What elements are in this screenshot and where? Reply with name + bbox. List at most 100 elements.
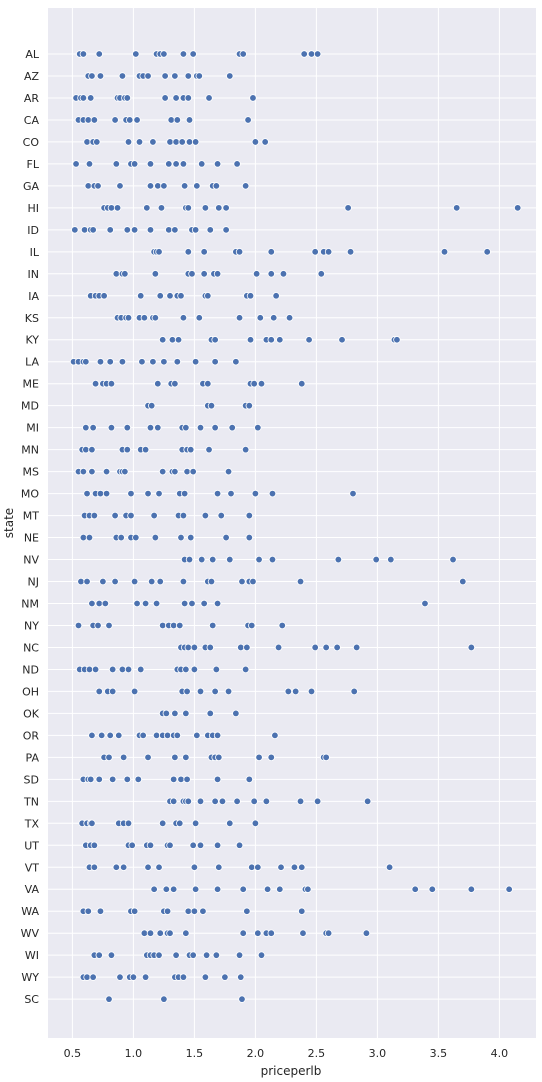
data-point (188, 599, 196, 608)
y-tick-label: IA (28, 290, 39, 303)
data-point (107, 204, 116, 212)
data-point (132, 533, 140, 542)
data-point (324, 929, 333, 937)
y-tick-labels: AL AZ AR CA CO FL GA HI ID IL IN IA KS KY LA ME MD MI MN MS… (21, 48, 40, 1006)
data-point (215, 863, 223, 871)
data-point (257, 380, 266, 388)
data-point (184, 797, 192, 806)
data-point (130, 160, 139, 168)
data-point (111, 511, 119, 520)
x-tick-label: 4.0 (491, 1047, 509, 1060)
data-point (172, 138, 180, 146)
x-tick-label: 3.0 (369, 1047, 387, 1060)
data-point (160, 995, 168, 1003)
data-point (155, 489, 163, 498)
y-tick-label: IL (30, 246, 40, 259)
data-point (235, 248, 244, 256)
y-tick-label: NY (24, 619, 39, 632)
data-point (235, 841, 244, 849)
data-point (249, 94, 257, 102)
y-tick-label: FL (27, 158, 40, 171)
data-point (171, 467, 179, 476)
data-point (91, 665, 100, 674)
data-point (82, 423, 90, 432)
data-point (196, 797, 205, 806)
data-point (161, 94, 169, 102)
data-point (241, 665, 250, 674)
data-point (271, 731, 279, 740)
data-point (150, 511, 158, 520)
data-point (387, 555, 395, 564)
y-axis-label: state (2, 508, 16, 538)
data-point (140, 314, 149, 322)
data-point (211, 423, 219, 432)
data-point (191, 819, 200, 827)
data-point (84, 116, 92, 124)
data-point (90, 116, 99, 124)
data-point (237, 973, 245, 981)
data-point (182, 709, 190, 718)
data-point (158, 621, 167, 630)
data-point (178, 138, 186, 146)
data-point (83, 138, 91, 146)
data-point (151, 314, 160, 322)
y-tick-label: AZ (24, 70, 40, 83)
data-point (298, 907, 306, 915)
data-point (124, 819, 133, 827)
data-point (99, 577, 107, 586)
data-points (69, 50, 522, 1003)
data-point (222, 533, 230, 542)
data-point (505, 885, 513, 893)
data-point (152, 599, 161, 608)
y-tick-label: TN (23, 795, 39, 808)
data-point (274, 643, 283, 652)
y-tick-label: WY (21, 971, 39, 984)
x-tick-labels: 0.5 1.0 1.5 2.0 2.5 3.0 3.5 4.0 (64, 1047, 508, 1060)
data-point (126, 116, 134, 124)
data-point (165, 160, 173, 168)
data-point (143, 204, 151, 212)
y-tick-label: WV (21, 927, 40, 940)
data-point (72, 160, 80, 168)
data-point (270, 314, 278, 322)
data-point (307, 687, 316, 696)
data-point (79, 533, 88, 542)
data-point (184, 204, 192, 212)
data-point (171, 380, 179, 388)
y-tick-label: AL (25, 48, 40, 61)
data-point (207, 577, 216, 586)
data-point (211, 797, 219, 806)
data-point (88, 467, 96, 476)
data-point (95, 951, 103, 959)
data-point (88, 731, 96, 740)
data-point (196, 423, 205, 432)
data-point (116, 182, 124, 190)
data-point (193, 182, 201, 190)
data-point (163, 731, 172, 740)
data-point (156, 292, 164, 300)
data-point (200, 599, 208, 608)
data-point (183, 687, 191, 696)
y-tick-label: OH (22, 685, 39, 698)
data-point (298, 380, 306, 388)
data-point (128, 841, 136, 849)
data-point (184, 907, 192, 915)
y-tick-label: IN (28, 268, 39, 281)
data-point (232, 709, 240, 718)
data-point (154, 380, 162, 388)
data-point (267, 336, 275, 344)
x-tick-label: 2.0 (247, 1047, 265, 1060)
data-point (227, 489, 235, 498)
data-point (169, 775, 178, 784)
data-point (89, 973, 97, 981)
data-point (218, 797, 227, 806)
data-point (285, 314, 294, 322)
data-point (146, 160, 155, 168)
data-point (267, 270, 275, 278)
data-point (344, 204, 352, 212)
data-point (180, 182, 189, 190)
data-point (172, 160, 180, 168)
data-point (113, 204, 122, 212)
data-point (165, 226, 173, 234)
